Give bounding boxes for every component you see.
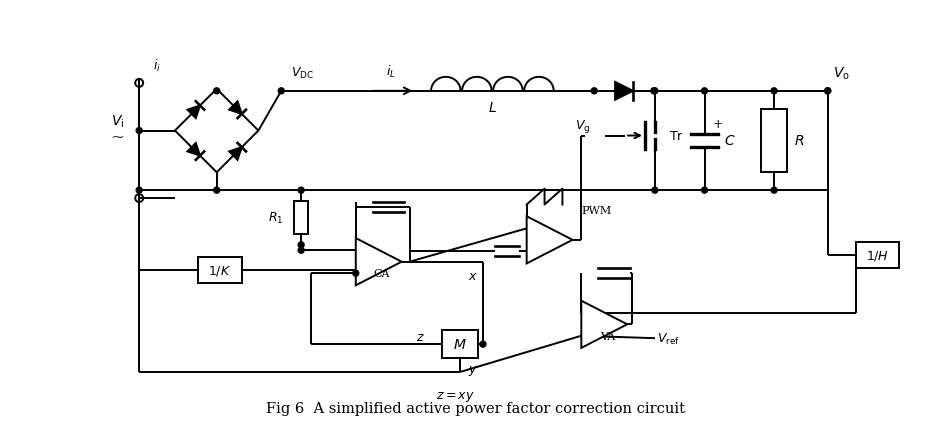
Text: +: + xyxy=(712,118,723,131)
Text: $V_{\rm i}$: $V_{\rm i}$ xyxy=(111,113,124,129)
Text: $y$: $y$ xyxy=(468,363,478,377)
Circle shape xyxy=(651,89,656,95)
Text: $V_{\rm ref}$: $V_{\rm ref}$ xyxy=(657,331,680,346)
Text: $R_1$: $R_1$ xyxy=(268,210,283,225)
Text: $C$: $C$ xyxy=(725,134,736,148)
Circle shape xyxy=(591,89,598,95)
Text: VA: VA xyxy=(599,331,616,341)
Circle shape xyxy=(701,188,708,194)
Text: $L$: $L$ xyxy=(488,101,497,114)
Text: $1/K$: $1/K$ xyxy=(208,263,231,277)
Text: $i_i$: $i_i$ xyxy=(153,58,161,74)
Circle shape xyxy=(136,188,142,194)
Bar xyxy=(761,109,787,173)
Polygon shape xyxy=(526,217,573,264)
Circle shape xyxy=(298,188,304,194)
Circle shape xyxy=(278,89,284,95)
Circle shape xyxy=(652,89,657,95)
Circle shape xyxy=(136,128,142,134)
Circle shape xyxy=(298,248,304,254)
Text: $V_{\rm DC}$: $V_{\rm DC}$ xyxy=(292,66,314,81)
Polygon shape xyxy=(187,144,200,156)
Text: $z=xy$: $z=xy$ xyxy=(436,389,475,403)
Polygon shape xyxy=(355,239,402,286)
Text: $x$: $x$ xyxy=(468,270,478,283)
Text: $R$: $R$ xyxy=(794,134,805,148)
Bar xyxy=(198,257,241,283)
Circle shape xyxy=(825,89,830,95)
Circle shape xyxy=(298,242,304,248)
Text: Fig 6  A simplified active power factor correction circuit: Fig 6 A simplified active power factor c… xyxy=(265,401,685,415)
Circle shape xyxy=(771,89,777,95)
Circle shape xyxy=(480,341,486,347)
Bar xyxy=(442,331,478,358)
Circle shape xyxy=(825,89,830,95)
Circle shape xyxy=(771,188,777,194)
Circle shape xyxy=(214,188,219,194)
Circle shape xyxy=(701,89,708,95)
Polygon shape xyxy=(229,102,241,115)
Bar xyxy=(856,242,900,268)
Text: $V_{\rm o}$: $V_{\rm o}$ xyxy=(833,65,849,82)
Polygon shape xyxy=(581,301,627,348)
Bar xyxy=(294,201,308,235)
Text: ~: ~ xyxy=(110,128,124,144)
Text: PWM: PWM xyxy=(581,206,612,215)
Text: $\rm Tr$: $\rm Tr$ xyxy=(669,130,684,143)
Polygon shape xyxy=(187,106,200,119)
Polygon shape xyxy=(229,148,241,160)
Circle shape xyxy=(214,89,219,95)
Text: $1/H$: $1/H$ xyxy=(865,248,889,262)
Circle shape xyxy=(652,188,657,194)
Text: $z$: $z$ xyxy=(415,330,425,343)
Text: $M$: $M$ xyxy=(453,338,466,351)
Polygon shape xyxy=(615,83,633,101)
Circle shape xyxy=(352,270,359,276)
Text: CA: CA xyxy=(373,269,390,279)
Text: $i_L$: $i_L$ xyxy=(386,64,395,80)
Text: $V_{\rm g}$: $V_{\rm g}$ xyxy=(575,118,590,135)
